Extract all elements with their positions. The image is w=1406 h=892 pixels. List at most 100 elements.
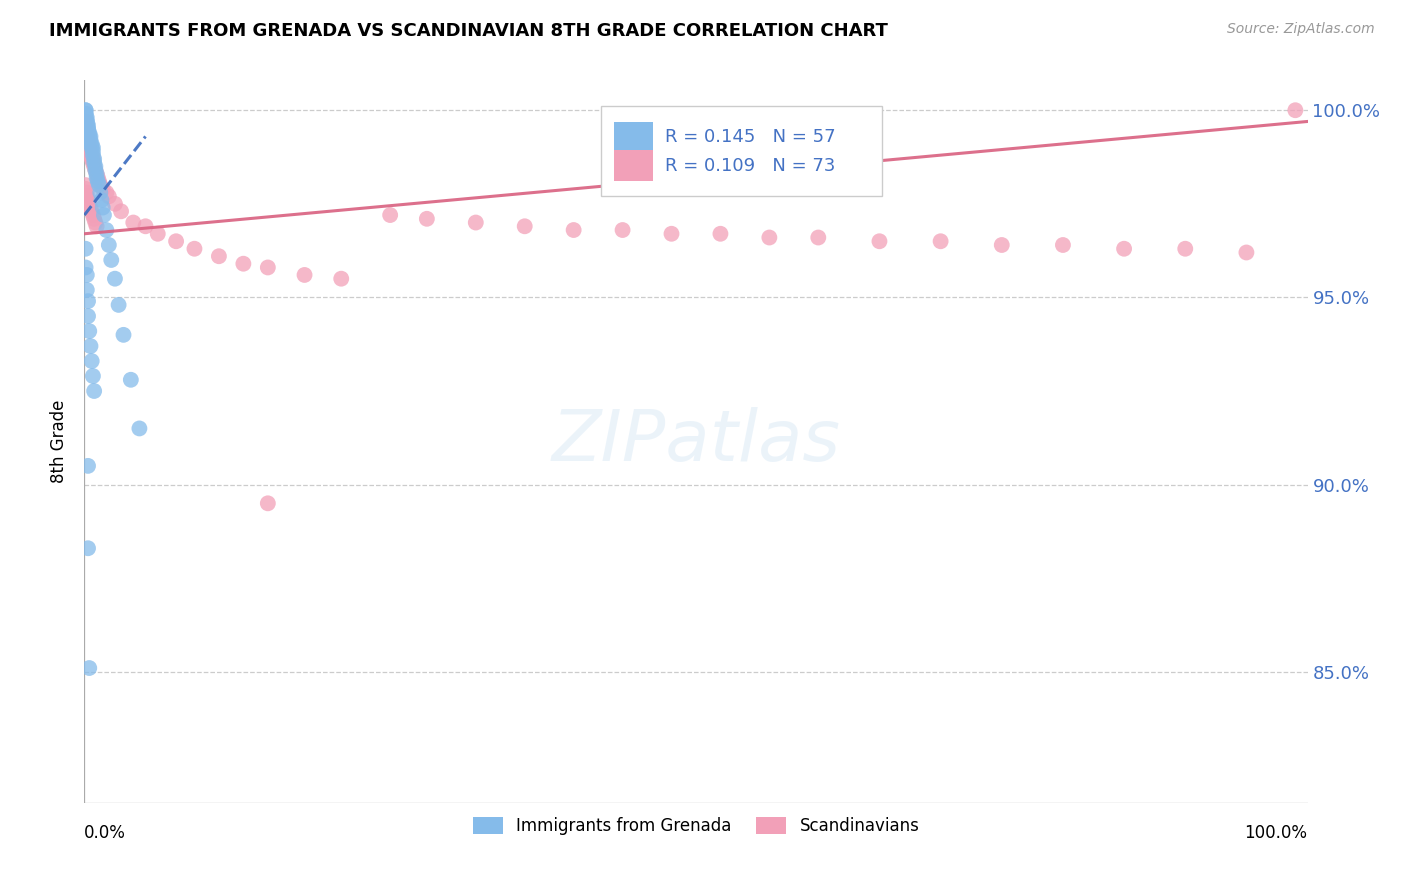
Point	[75, 103, 97, 118]
Point	[79, 339, 101, 353]
Point	[77, 294, 100, 309]
Point	[82, 369, 104, 384]
Legend: Immigrants from Grenada, Scandinavians: Immigrants from Grenada, Scandinavians	[465, 810, 927, 841]
Point	[709, 227, 731, 241]
Point	[232, 257, 254, 271]
Point	[87, 174, 110, 188]
Point	[86, 167, 108, 181]
Point	[77, 141, 100, 155]
Point	[93, 208, 115, 222]
Point	[330, 271, 353, 285]
Point	[82, 141, 104, 155]
FancyBboxPatch shape	[614, 122, 654, 153]
Point	[84, 163, 107, 178]
Point	[77, 141, 100, 155]
Point	[869, 234, 891, 248]
Point	[110, 204, 132, 219]
Point	[89, 178, 111, 193]
Point	[1052, 238, 1074, 252]
Point	[76, 111, 98, 125]
Point	[79, 145, 101, 159]
Point	[80, 204, 103, 219]
Point	[128, 421, 150, 435]
Point	[991, 238, 1014, 252]
Point	[77, 136, 100, 151]
Point	[257, 496, 280, 510]
Point	[82, 208, 104, 222]
Point	[80, 152, 103, 166]
Point	[75, 107, 97, 121]
Point	[75, 118, 97, 132]
Point	[77, 458, 100, 473]
Text: Source: ZipAtlas.com: Source: ZipAtlas.com	[1227, 22, 1375, 37]
Point	[464, 215, 486, 229]
Point	[76, 118, 98, 132]
Point	[77, 126, 100, 140]
Point	[77, 196, 100, 211]
Point	[79, 148, 101, 162]
Text: IMMIGRANTS FROM GRENADA VS SCANDINAVIAN 8TH GRADE CORRELATION CHART: IMMIGRANTS FROM GRENADA VS SCANDINAVIAN …	[49, 22, 889, 40]
Point	[80, 148, 103, 162]
Point	[165, 234, 187, 248]
Point	[104, 196, 127, 211]
Point	[1236, 245, 1258, 260]
Point	[77, 324, 100, 338]
Point	[135, 219, 157, 234]
Point	[97, 189, 120, 203]
Text: 100.0%: 100.0%	[1244, 824, 1308, 842]
Point	[79, 201, 101, 215]
Point	[1174, 242, 1197, 256]
Point	[100, 252, 122, 267]
FancyBboxPatch shape	[614, 151, 654, 181]
Point	[1284, 103, 1306, 118]
Point	[87, 174, 110, 188]
Point	[76, 129, 98, 144]
Point	[77, 122, 100, 136]
Text: R = 0.145   N = 57: R = 0.145 N = 57	[665, 128, 837, 146]
Point	[84, 160, 107, 174]
Point	[75, 107, 97, 121]
Point	[77, 661, 100, 675]
Point	[77, 193, 100, 207]
Point	[75, 182, 97, 196]
Point	[76, 114, 98, 128]
Point	[75, 114, 97, 128]
Point	[83, 160, 105, 174]
Point	[807, 230, 830, 244]
Point	[76, 126, 98, 140]
Point	[77, 541, 100, 556]
Point	[87, 178, 110, 193]
Point	[77, 129, 100, 144]
Point	[107, 298, 129, 312]
Point	[79, 136, 101, 151]
Point	[76, 283, 98, 297]
Point	[75, 126, 97, 140]
Point	[80, 136, 103, 151]
Point	[76, 268, 98, 282]
Point	[80, 354, 103, 368]
Point	[76, 186, 98, 200]
Point	[929, 234, 952, 248]
Point	[75, 242, 97, 256]
Point	[89, 186, 111, 200]
Point	[90, 193, 112, 207]
Point	[513, 219, 536, 234]
Point	[146, 227, 169, 241]
Point	[84, 215, 107, 229]
Point	[86, 170, 108, 185]
Point	[75, 118, 97, 132]
Text: R = 0.109   N = 73: R = 0.109 N = 73	[665, 156, 835, 175]
Point	[83, 155, 105, 169]
Point	[82, 152, 104, 166]
Point	[96, 186, 118, 200]
Point	[76, 129, 98, 144]
Point	[79, 133, 101, 147]
Point	[86, 219, 108, 234]
Point	[75, 114, 97, 128]
Point	[77, 118, 100, 132]
Point	[122, 215, 145, 229]
Point	[183, 242, 205, 256]
Point	[77, 133, 100, 147]
Point	[76, 133, 98, 147]
Point	[294, 268, 316, 282]
